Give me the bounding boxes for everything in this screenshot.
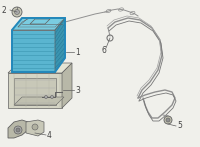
Circle shape: [166, 118, 170, 122]
Polygon shape: [62, 63, 72, 108]
Polygon shape: [14, 97, 64, 105]
Polygon shape: [8, 63, 72, 73]
Circle shape: [164, 116, 172, 124]
Text: 1: 1: [75, 47, 80, 56]
Text: 5: 5: [177, 122, 182, 131]
Polygon shape: [12, 30, 55, 72]
Text: 3: 3: [75, 86, 80, 95]
Circle shape: [14, 126, 22, 134]
Polygon shape: [8, 73, 62, 108]
Circle shape: [14, 10, 20, 15]
Circle shape: [12, 7, 22, 17]
Text: 2: 2: [2, 5, 7, 15]
Text: 4: 4: [47, 131, 52, 140]
Polygon shape: [55, 18, 65, 72]
Text: 6: 6: [102, 46, 107, 55]
Polygon shape: [8, 120, 28, 138]
Circle shape: [32, 124, 38, 130]
Circle shape: [44, 96, 48, 98]
Polygon shape: [12, 18, 65, 30]
Polygon shape: [30, 19, 50, 24]
Circle shape: [16, 128, 20, 132]
Polygon shape: [26, 120, 44, 136]
Circle shape: [50, 96, 54, 98]
Polygon shape: [18, 18, 65, 27]
Polygon shape: [14, 78, 56, 105]
